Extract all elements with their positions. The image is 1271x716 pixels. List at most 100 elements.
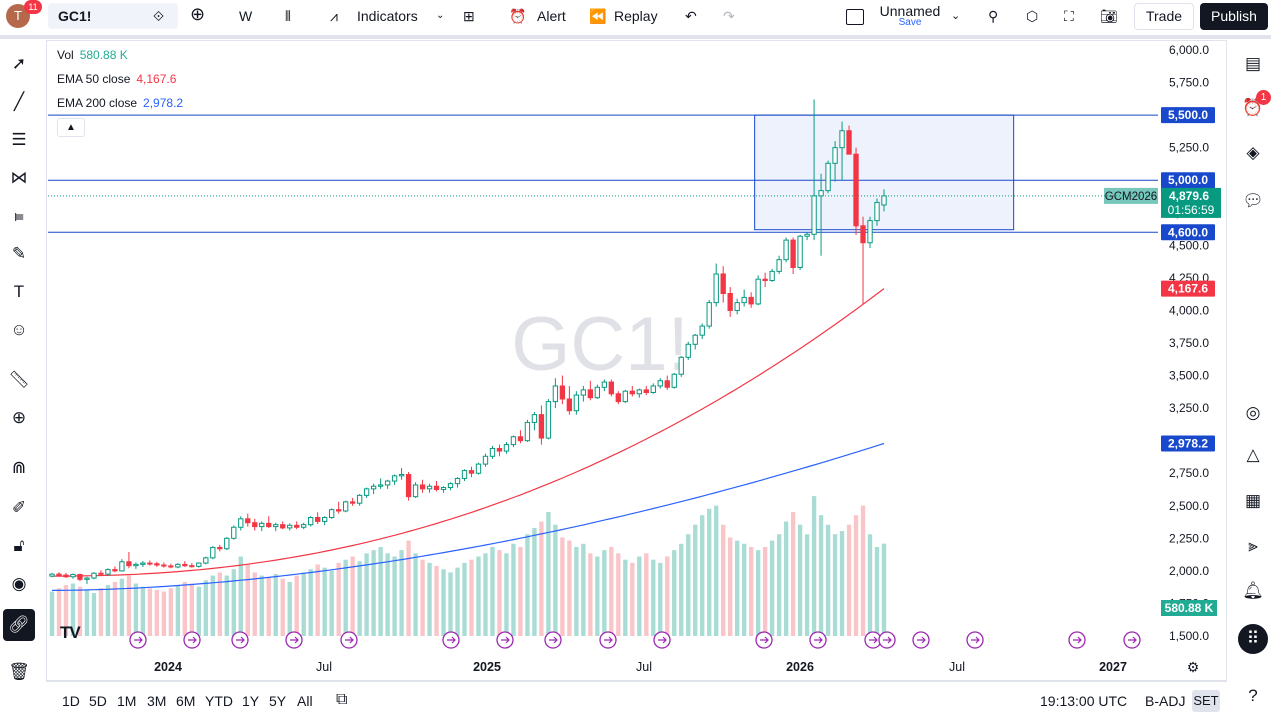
candle-body	[454, 477, 461, 485]
range-1d[interactable]: 1D	[62, 693, 80, 709]
legend-ema200[interactable]: EMA 200 close 2,978.2	[57, 96, 183, 110]
volume-bar	[504, 553, 509, 636]
text-icon[interactable]: T	[13, 282, 25, 301]
volume-bar	[273, 573, 278, 636]
replay-icon[interactable]: ⏪	[589, 8, 607, 24]
link-icon[interactable]: 🔗︎	[3, 609, 35, 641]
range-ytd[interactable]: YTD	[205, 693, 233, 709]
indicators-icon[interactable]: ⩘	[330, 8, 338, 24]
pattern-icon[interactable]: ⋈	[10, 168, 28, 187]
range-6m[interactable]: 6M	[176, 693, 196, 709]
volume-bar	[322, 567, 327, 636]
trash-icon[interactable]: 🗑︎	[8, 662, 30, 681]
apps-grid-icon[interactable]: ⠿	[1238, 624, 1268, 654]
replay-button[interactable]: Replay	[614, 8, 658, 24]
symbol-info-icon[interactable]: ⟐	[153, 8, 165, 24]
candle-type-icon[interactable]: ⫴	[285, 8, 291, 24]
range-1y[interactable]: 1Y	[242, 693, 260, 709]
alert-button[interactable]: Alert	[537, 8, 566, 24]
brush-icon[interactable]: ✎	[11, 244, 27, 263]
collapse-legend-button[interactable]: ▲	[57, 118, 85, 137]
goto-date-icon[interactable]: ⧉	[336, 691, 348, 708]
snapshot-icon[interactable]: 📷︎	[1100, 8, 1118, 24]
range-all[interactable]: All	[297, 693, 313, 709]
pattern-triangle-icon[interactable]: △	[1246, 445, 1260, 464]
compare-icon[interactable]: ⊕	[190, 4, 206, 24]
alert-icon[interactable]: ⏰	[509, 8, 527, 24]
watchlist-icon[interactable]: ▤	[1244, 54, 1262, 73]
chevron-down-icon[interactable]: ⌄	[436, 10, 445, 21]
candle-body	[238, 518, 244, 528]
session-button[interactable]: SET	[1192, 690, 1220, 712]
lock-icon[interactable]: 🔓︎	[13, 536, 25, 555]
event-arrow-icon	[1073, 636, 1082, 644]
candle-body	[741, 296, 747, 304]
quick-search-icon[interactable]: ⚲	[988, 8, 999, 24]
volume-bar	[602, 550, 607, 636]
target-icon[interactable]: ◎	[1245, 403, 1261, 422]
emoji-icon[interactable]: ☺	[10, 320, 28, 339]
volume-bar	[441, 569, 446, 636]
candle-body	[335, 509, 342, 512]
legend-vol-label: Vol	[57, 48, 74, 62]
publish-button[interactable]: Publish	[1200, 3, 1268, 30]
adjustment-toggle[interactable]: B-ADJ	[1145, 693, 1186, 709]
ruler-icon[interactable]: 📏︎	[8, 370, 30, 389]
clock-time[interactable]: 19:13:00 UTC	[1040, 693, 1128, 709]
magnet-icon[interactable]: ⋒	[11, 458, 27, 477]
broadcast-icon[interactable]: ⫸	[1248, 536, 1258, 555]
candle-body	[84, 577, 90, 580]
chart-pane[interactable]	[46, 40, 1227, 681]
layout-name[interactable]: Unnamed Save	[878, 3, 942, 28]
eye-icon[interactable]: ◉	[11, 574, 27, 593]
chevron-down-icon[interactable]: ⌄	[951, 10, 961, 22]
candle-body	[175, 563, 181, 568]
help-icon[interactable]: ?	[1248, 686, 1258, 705]
calendar-icon[interactable]: ▦	[1244, 491, 1262, 510]
cursor-icon[interactable]: ➚	[11, 54, 27, 73]
volume-bar	[616, 553, 621, 636]
candle-body	[91, 572, 97, 579]
tradingview-logo-icon[interactable]: TV	[60, 623, 81, 642]
layout-icon[interactable]	[846, 9, 864, 25]
templates-icon[interactable]: ⊞	[463, 8, 475, 24]
candle-body	[881, 195, 887, 206]
symbol-search[interactable]: GC1!	[48, 3, 178, 29]
bell-icon[interactable]: 🔔︎	[1242, 581, 1264, 600]
interval-button[interactable]: W	[239, 8, 253, 24]
axis-settings-icon[interactable]: ⚙	[1187, 659, 1200, 675]
volume-bar	[742, 543, 747, 636]
range-1m[interactable]: 1M	[117, 693, 137, 709]
range-5y[interactable]: 5Y	[269, 693, 287, 709]
trade-button[interactable]: Trade	[1134, 3, 1194, 30]
volume-bar	[846, 524, 852, 636]
candle-body	[273, 524, 279, 528]
candle-body	[377, 484, 384, 487]
indicators-button[interactable]: Indicators	[357, 8, 418, 24]
legend-volume[interactable]: Vol 580.88 K	[57, 48, 128, 62]
redo-icon[interactable]: ↷	[723, 8, 735, 24]
zoom-icon[interactable]: ⊕	[11, 408, 27, 427]
range-3m[interactable]: 3M	[147, 693, 167, 709]
forecast-icon[interactable]: ⫢	[14, 206, 24, 225]
volume-bar	[147, 588, 153, 636]
legend-ema50[interactable]: EMA 50 close 4,167.6	[57, 72, 176, 86]
fullscreen-icon[interactable]: ⛶	[1064, 8, 1074, 24]
candle-body	[657, 380, 663, 387]
undo-icon[interactable]: ↶	[685, 8, 697, 24]
pencil-lock-icon[interactable]: ✐	[11, 498, 27, 517]
chat-icon[interactable]: 💬︎	[1242, 191, 1264, 210]
volume-bar	[553, 524, 558, 636]
fib-icon[interactable]: ☰	[11, 130, 27, 149]
candle-body	[210, 546, 216, 559]
layers-icon[interactable]: ◈	[1246, 143, 1260, 162]
candle-body	[63, 574, 69, 578]
range-5d[interactable]: 5D	[89, 693, 107, 709]
legend-ema200-label: EMA 200 close	[57, 96, 138, 110]
trendline-icon[interactable]: ╱	[13, 92, 25, 111]
settings-icon[interactable]: ⬡	[1026, 8, 1039, 24]
x-tick-label: 2026	[786, 660, 814, 674]
volume-bar	[804, 534, 810, 636]
candle-body	[748, 296, 754, 305]
